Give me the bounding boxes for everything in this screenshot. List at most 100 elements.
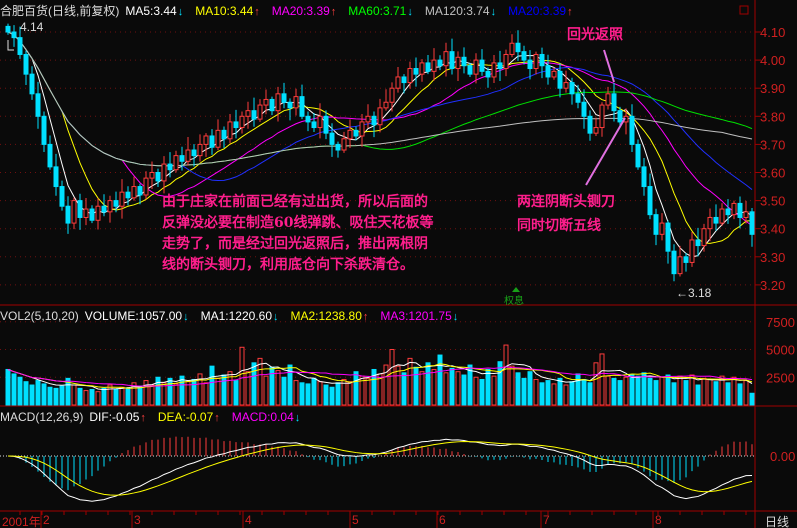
volume-bar bbox=[353, 371, 359, 406]
volume-bar bbox=[593, 362, 599, 406]
candle-body bbox=[41, 115, 47, 145]
candle-body bbox=[659, 222, 665, 235]
volume-bar bbox=[539, 382, 545, 406]
volume-bar bbox=[77, 387, 83, 406]
annotation-line: 线的断头铡刀，利用底仓向下杀跌清仓。 bbox=[162, 257, 414, 273]
volume-bar bbox=[731, 376, 737, 406]
candle-body bbox=[503, 53, 509, 70]
annotation-arrow bbox=[603, 49, 615, 83]
year-label: 2001年 bbox=[2, 515, 41, 528]
volume-bar bbox=[533, 378, 539, 406]
candle-body bbox=[347, 129, 353, 140]
volume-bar bbox=[65, 377, 71, 406]
price-tick-label: 3.30 bbox=[760, 250, 785, 265]
arrow-down-icon: ↓ bbox=[177, 6, 184, 18]
volume-bar bbox=[137, 385, 143, 406]
volume-bar bbox=[41, 383, 47, 406]
volume-bar bbox=[737, 383, 743, 406]
volume-bar bbox=[149, 384, 155, 406]
candle-body bbox=[443, 51, 449, 67]
candle-body bbox=[677, 256, 683, 275]
volume-bar bbox=[515, 372, 521, 406]
volume-bar bbox=[611, 377, 617, 406]
candle-body bbox=[359, 121, 365, 137]
month-label: 4 bbox=[245, 513, 252, 527]
candle-body bbox=[725, 208, 731, 216]
candle-body bbox=[737, 202, 743, 218]
month-label: 7 bbox=[543, 513, 550, 527]
candle-body bbox=[521, 51, 527, 61]
volume-bar bbox=[695, 384, 701, 406]
volume-bar bbox=[341, 378, 347, 406]
candle-body bbox=[377, 107, 383, 126]
price-tick-label: 3.40 bbox=[760, 222, 785, 237]
window-restore-icon bbox=[739, 5, 749, 15]
candle-body bbox=[611, 93, 617, 112]
candle-body bbox=[539, 53, 545, 67]
price-tick-label: 4.00 bbox=[760, 53, 785, 68]
volume-bar bbox=[473, 376, 479, 406]
volume-tick-label: 7500 bbox=[766, 315, 795, 330]
candle-body bbox=[491, 62, 497, 78]
candle-body bbox=[509, 42, 515, 55]
indicator-value: MACD:0.04↓ bbox=[231, 410, 301, 424]
candle-body bbox=[323, 115, 329, 134]
arrow-down-icon: ↓ bbox=[407, 6, 413, 18]
annotation-line: 两连阴断头铡刀 bbox=[517, 194, 615, 210]
volume-bar bbox=[365, 377, 371, 406]
volume-bar bbox=[83, 390, 89, 406]
indicator-value: VOLUME:1057.00↓ bbox=[84, 309, 189, 323]
volume-bar bbox=[551, 383, 557, 406]
indicator-value: MA20:3.39↑ bbox=[271, 4, 337, 18]
candle-body bbox=[71, 200, 77, 224]
annotation-line: 由于庄家在前面已经有过出货，所以后面的 bbox=[162, 194, 428, 210]
volume-bar bbox=[449, 367, 455, 406]
month-label: 6 bbox=[439, 513, 446, 527]
dif-line bbox=[7, 438, 753, 502]
arrow-down-icon: ↓ bbox=[273, 311, 279, 323]
candle-body bbox=[437, 59, 443, 67]
candle-body bbox=[515, 42, 521, 53]
volume-bar bbox=[485, 368, 491, 406]
candle-body bbox=[671, 250, 677, 275]
volume-bar bbox=[467, 364, 473, 406]
volume-bar bbox=[683, 380, 689, 406]
volume-bar bbox=[53, 387, 59, 406]
arrow-up-icon: ↑ bbox=[567, 6, 573, 18]
candle-body bbox=[455, 56, 461, 70]
candle-body bbox=[557, 70, 563, 89]
volume-bar bbox=[47, 386, 53, 406]
volume-bar bbox=[383, 364, 389, 406]
ex-rights-marker[interactable]: 权息 bbox=[504, 296, 524, 307]
candle-body bbox=[65, 205, 71, 224]
volume-bar bbox=[509, 365, 515, 406]
volume-bar bbox=[587, 382, 593, 406]
price-panel-header: 合肥百货(日线,前复权) MA5:3.44↓ MA10:3.44↑ MA20:3.39… bbox=[0, 2, 585, 19]
candle-body bbox=[203, 135, 209, 145]
volume-bar bbox=[131, 382, 137, 406]
candle-body bbox=[29, 73, 35, 95]
macd-panel-header: MACD(12,26,9) DIF:-0.05↑ DEA:-0.07↑ MACD:0.… bbox=[0, 410, 312, 424]
candle-body bbox=[749, 211, 755, 235]
candle-body bbox=[209, 135, 215, 148]
volume-bar bbox=[281, 376, 287, 406]
volume-bar bbox=[191, 378, 197, 406]
volume-bar bbox=[227, 371, 233, 406]
candle-body bbox=[149, 172, 155, 179]
volume-bar bbox=[35, 380, 41, 406]
candle-body bbox=[593, 127, 599, 134]
candle-body bbox=[11, 31, 17, 39]
candle-body bbox=[293, 96, 299, 109]
volume-bar bbox=[299, 382, 305, 406]
arrow-up-icon: ↑ bbox=[330, 6, 337, 18]
annotation-line: 同时切断五线 bbox=[517, 218, 601, 234]
volume-bar bbox=[623, 376, 629, 406]
volume-bar bbox=[245, 371, 251, 406]
candle-body bbox=[239, 115, 245, 129]
low-price-label: ←3.18 bbox=[676, 286, 712, 300]
candle-body bbox=[479, 59, 485, 72]
volume-bar bbox=[671, 382, 677, 406]
candle-body bbox=[707, 216, 713, 230]
period-label[interactable]: 日线 bbox=[765, 515, 790, 528]
